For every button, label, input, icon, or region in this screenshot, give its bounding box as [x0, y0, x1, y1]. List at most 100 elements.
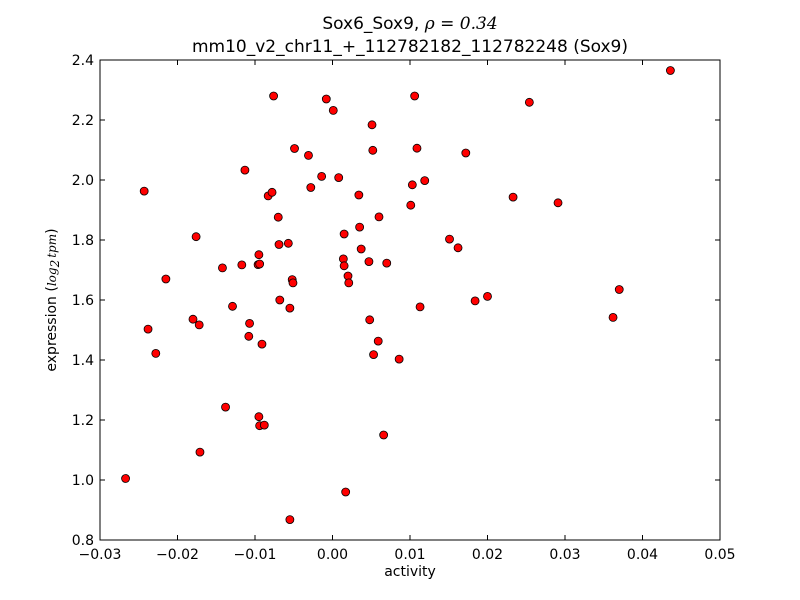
x-tick-label: −0.02 [156, 547, 199, 563]
data-point [339, 261, 349, 271]
y-tick-label: 1.0 [72, 473, 94, 489]
data-point [412, 143, 422, 153]
x-tick-label: −0.03 [79, 547, 122, 563]
data-point [410, 91, 420, 101]
data-point [254, 250, 264, 260]
data-point [374, 212, 384, 222]
data-point [368, 145, 378, 155]
y-axis-label-sub: 2 [48, 260, 62, 269]
x-tick-label: 0.00 [317, 547, 348, 563]
data-point [394, 354, 404, 364]
x-tick-label: 0.03 [549, 547, 580, 563]
title-rho-value: = 0.34 [435, 14, 498, 34]
data-point [369, 350, 378, 360]
data-point [285, 515, 295, 524]
y-axis-label: expression (log2 tpm) [44, 228, 62, 371]
y-tick-label: 2.0 [72, 173, 94, 189]
y-tick-label: 1.4 [72, 353, 94, 369]
data-point [191, 232, 201, 242]
data-point [121, 474, 130, 483]
x-axis-label: activity [384, 564, 436, 580]
data-point [356, 244, 366, 254]
data-point [328, 106, 338, 115]
data-point [254, 412, 264, 422]
data-point [420, 176, 430, 186]
title-rho-symbol: ρ [424, 14, 435, 34]
data-point [339, 229, 349, 239]
x-tick-label: 0.01 [394, 547, 425, 563]
x-tick-label: 0.02 [472, 547, 503, 563]
data-point [344, 278, 354, 288]
data-point [666, 66, 675, 75]
data-point [240, 165, 250, 175]
chart-title-line1: Sox6_Sox9, ρ = 0.34 [322, 14, 497, 34]
data-point [355, 222, 365, 232]
y-axis-label-suffix: ) [44, 228, 60, 233]
data-point [508, 192, 518, 202]
x-tick-label: −0.01 [234, 547, 277, 563]
data-point [161, 274, 171, 284]
data-point [461, 148, 471, 158]
data-point [453, 243, 463, 253]
data-point [194, 320, 204, 330]
data-point [470, 296, 480, 306]
data-point [221, 402, 230, 412]
x-axis-ticks: −0.03 −0.02 −0.01 0.00 0.01 0.02 0.03 0.04 0.05 [79, 60, 736, 563]
data-point [341, 487, 351, 497]
y-tick-label: 1.2 [72, 413, 94, 429]
x-tick-label: 0.05 [704, 547, 735, 563]
data-point [259, 420, 269, 430]
data-point [269, 91, 279, 101]
plot-frame [99, 59, 721, 541]
data-point [195, 447, 205, 457]
data-point [382, 258, 392, 268]
data-point [290, 144, 299, 153]
data-point [283, 238, 293, 248]
data-point [275, 295, 285, 305]
data-point [365, 315, 375, 325]
chart-title-line2: mm10_v2_chr11_+_112782182_112782248 (Sox… [192, 37, 628, 57]
data-point [483, 291, 492, 301]
y-axis-label-prefix: expression ( [44, 286, 60, 371]
data-point [255, 259, 265, 269]
y-tick-label: 2.4 [72, 53, 94, 69]
data-point [407, 180, 417, 190]
data-point [218, 263, 227, 273]
data-point [143, 324, 153, 334]
y-axis-label-tpm: tpm [45, 234, 59, 258]
data-point [553, 198, 563, 208]
data-point [379, 430, 389, 440]
y-axis-ticks: 0.8 1.0 1.2 1.4 1.6 1.8 2.0 2.2 2.4 [72, 53, 720, 549]
data-point [237, 260, 247, 270]
data-point [614, 285, 624, 294]
data-point [608, 312, 618, 322]
data-point [151, 348, 161, 358]
data-point [285, 303, 295, 313]
data-point [445, 234, 454, 244]
data-point [273, 212, 283, 222]
y-tick-label: 1.8 [72, 233, 94, 249]
y-tick-label: 1.6 [72, 293, 94, 309]
plot-area [121, 66, 675, 524]
title-gene-pair: Sox6_Sox9, [322, 14, 424, 34]
data-point [306, 183, 316, 192]
data-point [244, 331, 254, 341]
data-point [228, 301, 237, 311]
data-point [367, 120, 377, 130]
data-point [334, 173, 344, 183]
data-point [415, 302, 425, 312]
data-point [354, 190, 364, 200]
data-point [257, 339, 267, 349]
data-point [364, 257, 374, 267]
data-point [304, 150, 313, 160]
y-tick-label: 2.2 [72, 113, 94, 129]
data-point [321, 94, 331, 104]
data-point [267, 187, 277, 197]
data-point [524, 97, 534, 107]
data-point [274, 240, 284, 249]
data-point [373, 336, 383, 346]
data-point [317, 171, 327, 181]
data-point [139, 186, 149, 196]
y-axis-label-log: log [45, 267, 59, 286]
